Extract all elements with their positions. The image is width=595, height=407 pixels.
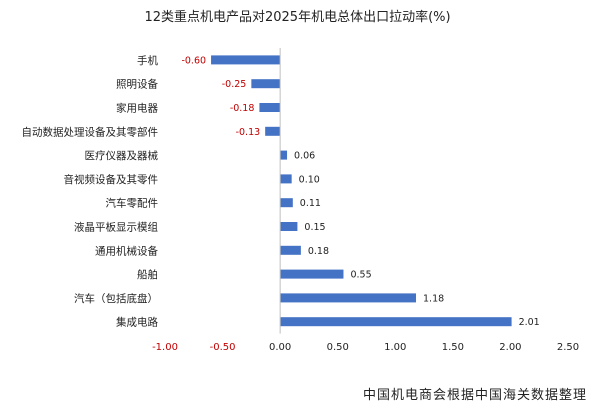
value-label: 2.01 bbox=[519, 317, 540, 328]
category-label: 家用电器 bbox=[116, 102, 158, 115]
category-label: 医疗仪器及器械 bbox=[85, 149, 159, 162]
bar bbox=[265, 126, 281, 136]
x-tick-label: 1.00 bbox=[384, 342, 406, 353]
category-label: 液晶平板显示模组 bbox=[74, 221, 158, 234]
x-tick-label: 1.50 bbox=[442, 342, 464, 353]
value-labels: -0.60 -0.25 -0.18 -0.13 0.06 0.10 0.11 0.15 0.18… bbox=[181, 55, 539, 328]
value-label: 0.06 bbox=[294, 151, 315, 162]
value-label: -0.25 bbox=[222, 79, 247, 90]
category-label: 汽车零配件 bbox=[106, 197, 159, 210]
x-tick-label: 2.50 bbox=[557, 342, 579, 353]
x-tick-label: -0.50 bbox=[210, 342, 236, 353]
value-label: -0.13 bbox=[236, 127, 261, 138]
value-label: 1.18 bbox=[423, 293, 444, 304]
value-label: 0.15 bbox=[304, 222, 325, 233]
category-label: 船舶 bbox=[137, 268, 158, 281]
category-label: 汽车（包括底盘） bbox=[74, 292, 158, 305]
bar bbox=[280, 198, 293, 208]
x-tick-label: 2.00 bbox=[499, 342, 521, 353]
value-label: 0.10 bbox=[299, 174, 320, 185]
bars bbox=[211, 55, 512, 327]
bar bbox=[259, 103, 281, 112]
bar bbox=[280, 293, 417, 303]
x-tick-label: 0.50 bbox=[327, 342, 349, 353]
bar bbox=[280, 222, 298, 231]
x-tick-label: -1.00 bbox=[152, 342, 178, 353]
category-label: 自动数据处理设备及其零部件 bbox=[22, 125, 159, 138]
x-tick-labels: -1.00 -0.50 0.00 0.50 1.00 1.50 2.00 2.50 bbox=[152, 342, 579, 353]
chart-title: 12类重点机电产品对2025年机电总体出口拉动率(%) bbox=[144, 10, 451, 25]
bar bbox=[280, 317, 512, 327]
value-label: -0.60 bbox=[181, 55, 206, 66]
category-label: 集成电路 bbox=[116, 316, 158, 329]
category-label: 照明设备 bbox=[116, 78, 158, 91]
category-label: 手机 bbox=[137, 54, 158, 67]
bar bbox=[280, 269, 344, 279]
bar bbox=[251, 79, 281, 89]
value-label: 0.55 bbox=[350, 270, 371, 281]
x-tick-label: 0.00 bbox=[269, 342, 291, 353]
category-labels: 手机照明设备家用电器自动数据处理设备及其零部件医疗仪器及器械音视频设备及其零件汽… bbox=[22, 54, 159, 329]
category-label: 音视频设备及其零件 bbox=[64, 173, 159, 186]
category-label: 通用机械设备 bbox=[95, 244, 158, 257]
value-label: -0.18 bbox=[230, 103, 255, 114]
value-label: 0.11 bbox=[300, 198, 321, 209]
bar bbox=[280, 245, 301, 255]
value-label: 0.18 bbox=[308, 246, 329, 257]
source-note: 中国机电商会根据中国海关数据整理 bbox=[362, 388, 587, 403]
bar bbox=[280, 150, 288, 160]
bar bbox=[280, 174, 292, 184]
bar bbox=[211, 55, 281, 65]
